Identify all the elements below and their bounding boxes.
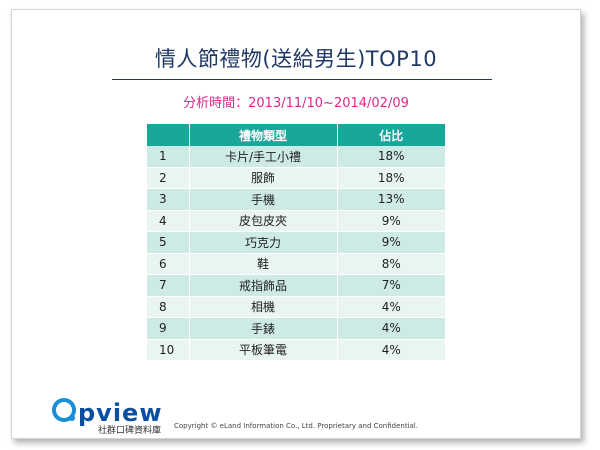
table-row: 2 服飾 18% — [147, 167, 445, 189]
logo-word-rest: pview — [78, 399, 163, 427]
share-cell: 4% — [337, 339, 445, 361]
table-row: 10 平板筆電 4% — [147, 339, 445, 361]
rank-cell: 2 — [147, 167, 190, 189]
table-row: 4 皮包皮夾 9% — [147, 210, 445, 232]
ranking-table: 禮物類型 佔比 1 卡片/手工小禮 18% 2 服飾 18% 3 手機 13% … — [147, 124, 445, 361]
logo-tagline: 社群口碑資料庫 — [98, 426, 162, 436]
logo-o-mark-icon — [52, 398, 76, 422]
gift-type-cell: 巧克力 — [189, 231, 338, 254]
table-row: 1 卡片/手工小禮 18% — [147, 146, 445, 168]
gift-type-cell: 鞋 — [189, 253, 338, 275]
share-cell: 18% — [337, 146, 445, 168]
header-gift-type: 禮物類型 — [189, 124, 338, 146]
table-row: 6 鞋 8% — [147, 253, 445, 275]
share-cell: 9% — [337, 210, 445, 232]
gift-type-cell: 戒指飾品 — [189, 274, 338, 297]
table-header-row: 禮物類型 佔比 — [147, 124, 445, 146]
share-cell: 18% — [337, 167, 445, 189]
share-cell: 13% — [337, 188, 445, 211]
table-row: 7 戒指飾品 7% — [147, 274, 445, 297]
slide: 情人節禮物(送給男生)TOP10 分析時間：2013/11/10~2014/02… — [11, 9, 581, 439]
gift-type-cell: 服飾 — [189, 167, 338, 189]
share-cell: 8% — [337, 253, 445, 275]
header-rank — [147, 124, 190, 146]
slide-title: 情人節禮物(送給男生)TOP10 — [154, 47, 438, 71]
gift-type-cell: 平板筆電 — [189, 339, 338, 361]
table-row: 3 手機 13% — [147, 188, 445, 211]
rank-cell: 8 — [147, 296, 190, 318]
gift-type-cell: 卡片/手工小禮 — [189, 146, 338, 168]
rank-cell: 10 — [147, 339, 190, 361]
gift-type-cell: 皮包皮夾 — [189, 210, 338, 232]
table-row: 9 手錶 4% — [147, 317, 445, 340]
rank-cell: 5 — [147, 231, 190, 254]
gift-type-cell: 相機 — [189, 296, 338, 318]
table-row: 8 相機 4% — [147, 296, 445, 318]
logo-wordmark: opviewpview — [52, 398, 182, 428]
share-cell: 9% — [337, 231, 445, 254]
analysis-period: 分析時間：2013/11/10~2014/02/09 — [183, 96, 409, 111]
copyright-footer: Copyright © eLand Information Co., Ltd. … — [174, 422, 418, 430]
rank-cell: 1 — [147, 146, 190, 168]
rank-cell: 3 — [147, 188, 190, 211]
rank-cell: 7 — [147, 274, 190, 297]
share-cell: 7% — [337, 274, 445, 297]
rank-cell: 6 — [147, 253, 190, 275]
gift-type-cell: 手機 — [189, 188, 338, 211]
header-share: 佔比 — [337, 124, 445, 146]
share-cell: 4% — [337, 317, 445, 340]
gift-type-cell: 手錶 — [189, 317, 338, 340]
rank-cell: 9 — [147, 317, 190, 340]
table-row: 5 巧克力 9% — [147, 231, 445, 254]
title-divider — [112, 79, 492, 80]
rank-cell: 4 — [147, 210, 190, 232]
share-cell: 4% — [337, 296, 445, 318]
